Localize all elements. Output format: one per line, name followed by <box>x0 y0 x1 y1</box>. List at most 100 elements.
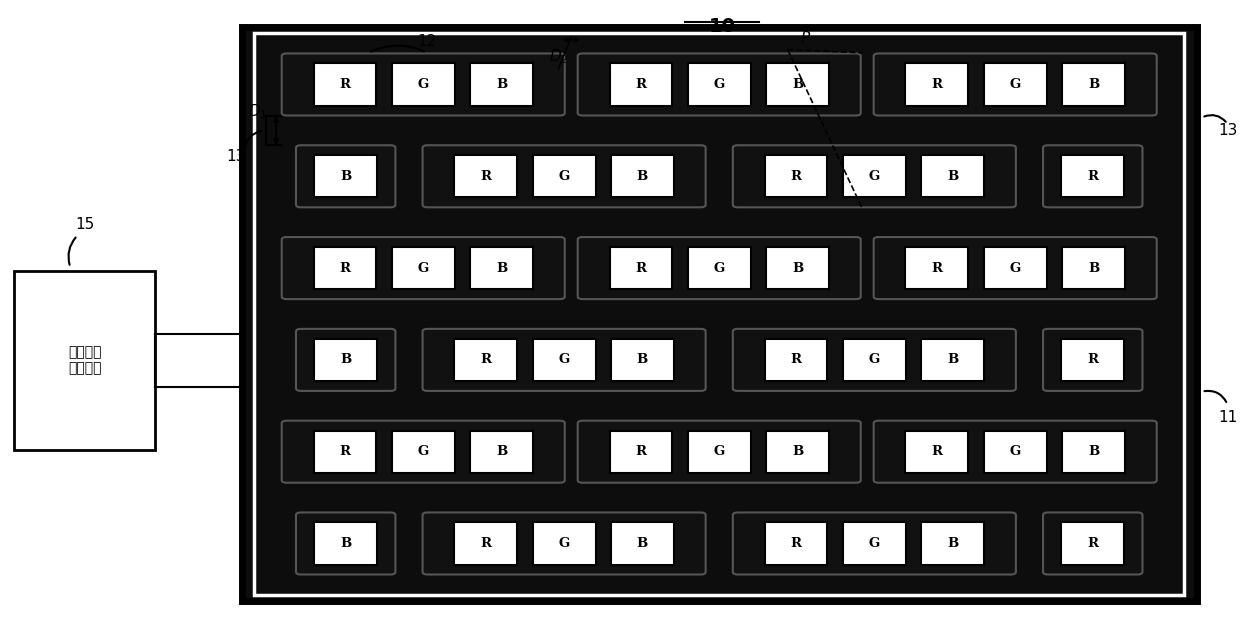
Text: R: R <box>931 261 942 274</box>
Text: G: G <box>418 261 429 274</box>
Bar <box>14 270 155 450</box>
Bar <box>392 63 455 106</box>
Bar <box>921 339 985 381</box>
Bar <box>533 155 595 198</box>
Text: R: R <box>480 170 491 183</box>
Text: G: G <box>713 78 725 91</box>
Bar <box>314 339 377 381</box>
Text: 13: 13 <box>1218 123 1238 138</box>
Text: 15: 15 <box>74 217 94 232</box>
Text: G: G <box>713 445 725 458</box>
FancyBboxPatch shape <box>874 237 1157 299</box>
Text: B: B <box>340 537 351 550</box>
FancyBboxPatch shape <box>296 513 396 574</box>
FancyBboxPatch shape <box>281 53 564 115</box>
FancyBboxPatch shape <box>578 53 861 115</box>
FancyBboxPatch shape <box>874 53 1157 115</box>
Text: 虚拟显示
控制电路: 虚拟显示 控制电路 <box>68 345 102 375</box>
Bar <box>905 63 968 106</box>
Text: B: B <box>637 170 649 183</box>
Text: G: G <box>1009 445 1021 458</box>
Text: R: R <box>480 537 491 550</box>
Text: R: R <box>931 78 942 91</box>
Bar <box>905 431 968 473</box>
Text: B: B <box>947 170 959 183</box>
Bar <box>610 63 672 106</box>
Text: $D_2$: $D_2$ <box>548 47 568 66</box>
FancyBboxPatch shape <box>1043 146 1142 207</box>
Bar <box>843 522 905 565</box>
Text: 12: 12 <box>417 35 436 50</box>
Text: B: B <box>1087 261 1099 274</box>
Bar <box>1061 339 1125 381</box>
Text: R: R <box>635 78 646 91</box>
Text: R: R <box>340 78 351 91</box>
Bar <box>765 339 827 381</box>
FancyBboxPatch shape <box>733 513 1016 574</box>
Bar <box>765 155 827 198</box>
Bar <box>983 63 1047 106</box>
Text: B: B <box>637 354 649 366</box>
Text: B: B <box>340 170 351 183</box>
Text: B: B <box>947 354 959 366</box>
Bar <box>611 339 673 381</box>
Bar <box>314 63 376 106</box>
Text: G: G <box>869 537 880 550</box>
Bar <box>454 155 517 198</box>
FancyBboxPatch shape <box>578 237 861 299</box>
Bar <box>314 522 377 565</box>
Text: 11: 11 <box>1218 410 1238 425</box>
Text: R: R <box>635 261 646 274</box>
Bar <box>921 522 985 565</box>
Text: 10: 10 <box>709 17 735 37</box>
Text: B: B <box>1087 445 1099 458</box>
FancyBboxPatch shape <box>733 146 1016 207</box>
Text: B: B <box>496 261 507 274</box>
Bar <box>454 522 517 565</box>
Text: R: R <box>340 261 351 274</box>
Text: $D_1$: $D_1$ <box>248 102 268 121</box>
Bar <box>392 431 455 473</box>
Bar <box>611 522 673 565</box>
Text: R: R <box>791 537 801 550</box>
Bar <box>314 431 376 473</box>
Text: B: B <box>792 261 804 274</box>
Bar <box>921 155 985 198</box>
Bar <box>766 247 830 289</box>
Bar <box>1061 155 1125 198</box>
Text: G: G <box>418 78 429 91</box>
Bar <box>766 63 830 106</box>
Text: B: B <box>496 445 507 458</box>
Text: R: R <box>1087 354 1099 366</box>
Text: G: G <box>1009 261 1021 274</box>
Bar <box>314 247 376 289</box>
FancyBboxPatch shape <box>281 421 564 483</box>
FancyBboxPatch shape <box>874 421 1157 483</box>
Bar <box>905 247 968 289</box>
Text: R: R <box>791 170 801 183</box>
Bar <box>1063 431 1125 473</box>
Bar <box>470 431 533 473</box>
Bar <box>470 63 533 106</box>
FancyBboxPatch shape <box>578 421 861 483</box>
Bar <box>470 247 533 289</box>
Bar <box>254 33 1184 594</box>
Bar <box>611 155 673 198</box>
FancyBboxPatch shape <box>296 146 396 207</box>
Text: R: R <box>931 445 942 458</box>
Bar <box>983 247 1047 289</box>
Bar <box>1063 63 1125 106</box>
Text: R: R <box>1087 170 1099 183</box>
Text: G: G <box>558 170 569 183</box>
Text: R: R <box>340 445 351 458</box>
FancyBboxPatch shape <box>423 146 706 207</box>
Bar <box>533 522 595 565</box>
FancyBboxPatch shape <box>423 513 706 574</box>
Text: G: G <box>713 261 725 274</box>
FancyBboxPatch shape <box>1043 329 1142 391</box>
Bar <box>314 155 377 198</box>
FancyBboxPatch shape <box>733 329 1016 391</box>
Bar <box>765 522 827 565</box>
FancyBboxPatch shape <box>1043 513 1142 574</box>
Text: R: R <box>480 354 491 366</box>
